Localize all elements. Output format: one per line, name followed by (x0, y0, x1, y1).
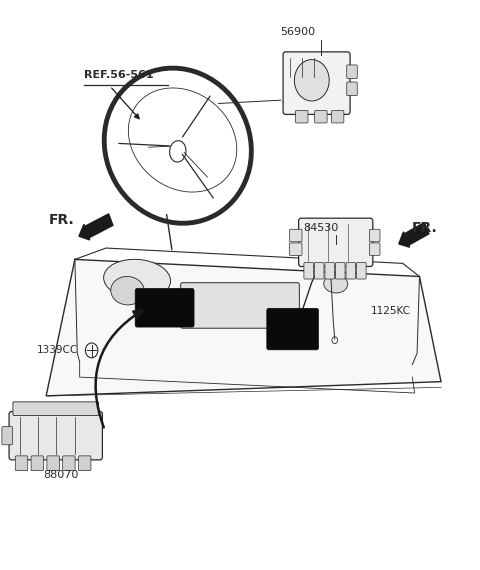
FancyBboxPatch shape (13, 402, 98, 416)
Polygon shape (46, 259, 441, 396)
FancyBboxPatch shape (2, 426, 12, 445)
FancyBboxPatch shape (314, 263, 324, 279)
FancyBboxPatch shape (357, 263, 366, 279)
FancyBboxPatch shape (299, 218, 373, 267)
FancyBboxPatch shape (304, 263, 313, 279)
Text: 56900: 56900 (280, 27, 315, 37)
Ellipse shape (324, 275, 348, 293)
Text: FR.: FR. (48, 213, 74, 227)
FancyBboxPatch shape (78, 456, 91, 471)
Text: FR.: FR. (411, 221, 437, 235)
FancyBboxPatch shape (31, 456, 44, 471)
Text: REF.56-561: REF.56-561 (84, 70, 154, 80)
Ellipse shape (169, 141, 186, 162)
FancyBboxPatch shape (315, 111, 327, 123)
FancyArrow shape (79, 214, 113, 240)
FancyBboxPatch shape (325, 263, 335, 279)
FancyBboxPatch shape (347, 82, 357, 96)
FancyBboxPatch shape (9, 412, 102, 460)
FancyArrow shape (399, 222, 429, 247)
FancyBboxPatch shape (296, 111, 308, 123)
FancyBboxPatch shape (47, 456, 60, 471)
Ellipse shape (104, 259, 170, 299)
FancyBboxPatch shape (267, 308, 319, 350)
FancyBboxPatch shape (289, 229, 302, 242)
FancyBboxPatch shape (283, 52, 350, 115)
Text: 1339CC: 1339CC (36, 345, 78, 355)
FancyBboxPatch shape (331, 111, 344, 123)
Ellipse shape (109, 74, 246, 218)
FancyBboxPatch shape (370, 243, 380, 255)
FancyBboxPatch shape (63, 456, 75, 471)
Circle shape (294, 60, 329, 101)
FancyBboxPatch shape (336, 263, 345, 279)
Text: 88070: 88070 (43, 470, 78, 481)
FancyBboxPatch shape (289, 243, 302, 255)
FancyBboxPatch shape (370, 229, 380, 242)
FancyBboxPatch shape (347, 65, 357, 79)
Text: 84530: 84530 (303, 223, 338, 233)
FancyBboxPatch shape (346, 263, 356, 279)
FancyBboxPatch shape (135, 288, 194, 327)
Text: 1125KC: 1125KC (371, 306, 411, 316)
Ellipse shape (111, 276, 144, 305)
FancyBboxPatch shape (180, 283, 300, 328)
FancyBboxPatch shape (15, 456, 28, 471)
